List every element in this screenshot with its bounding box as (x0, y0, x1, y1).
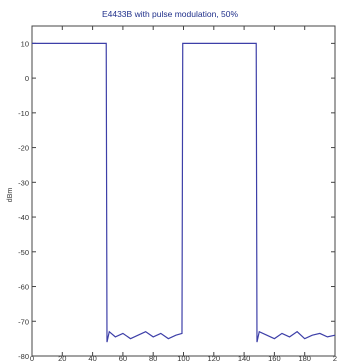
x-tick-label: 60 (119, 354, 127, 362)
y-tick-label: -50 (18, 248, 29, 257)
x-tick-label: 20 (58, 354, 66, 362)
y-tick-label: -30 (18, 178, 29, 187)
y-tick-label: -60 (18, 283, 29, 292)
x-tick-label: 120 (208, 354, 221, 362)
y-tick-label: -20 (18, 144, 29, 153)
x-tick-label: 180 (298, 354, 311, 362)
x-tick-label: 140 (238, 354, 251, 362)
axis-ticks (31, 26, 336, 357)
x-tick-label: 80 (149, 354, 157, 362)
series-line (32, 42, 336, 343)
chart-title: E4433B with pulse modulation, 50% (102, 9, 239, 19)
x-tick-label: 0 (30, 354, 34, 362)
x-tick-label: 160 (268, 354, 281, 362)
y-tick-label: -10 (18, 109, 29, 118)
y-axis-label: dBm (7, 188, 14, 203)
x-tick-label: 40 (88, 354, 96, 362)
y-tick-label: -80 (18, 352, 29, 361)
plot-frame (31, 25, 336, 357)
y-tick-label: -40 (18, 213, 29, 222)
x-tick-label: 100 (177, 354, 190, 362)
y-tick-label: 10 (21, 39, 29, 48)
y-tick-label: -70 (18, 317, 29, 326)
axis-tick-labels: 100-10-20-30-40-50-60-70-80 0 20 40 60 80 100 1… (18, 39, 337, 362)
x-tick-label: 2 (333, 354, 337, 362)
y-tick-label: 0 (25, 74, 29, 83)
